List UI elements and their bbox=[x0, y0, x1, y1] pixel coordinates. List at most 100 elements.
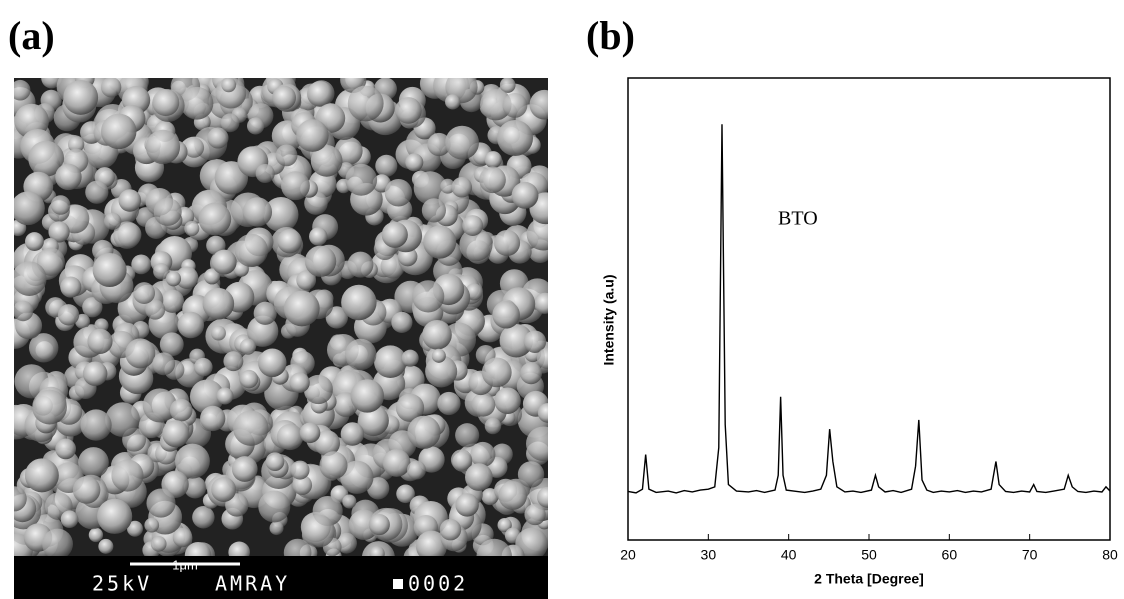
grain bbox=[172, 527, 193, 548]
grain bbox=[14, 300, 34, 322]
grain bbox=[152, 89, 180, 117]
grain bbox=[189, 379, 225, 414]
grain bbox=[369, 546, 385, 556]
grain bbox=[476, 538, 512, 556]
grain bbox=[80, 409, 112, 441]
xrd-line bbox=[627, 124, 1111, 494]
grain bbox=[87, 328, 113, 354]
grain bbox=[231, 456, 258, 482]
grain bbox=[253, 301, 277, 325]
grain bbox=[239, 369, 259, 389]
grain bbox=[133, 282, 156, 304]
grain bbox=[451, 177, 473, 198]
grain bbox=[395, 97, 422, 124]
y-axis-label: Intensity (a.u) bbox=[601, 274, 617, 365]
grain bbox=[233, 410, 269, 446]
grain bbox=[427, 132, 451, 157]
grain bbox=[220, 113, 240, 133]
grain bbox=[412, 280, 445, 313]
grain bbox=[174, 443, 210, 479]
grain bbox=[104, 212, 122, 230]
grain bbox=[183, 476, 207, 499]
panel-label: (b) bbox=[586, 13, 635, 58]
sem-info-bar bbox=[14, 556, 548, 599]
grain bbox=[407, 415, 441, 449]
grain bbox=[289, 372, 310, 393]
grain bbox=[492, 300, 520, 329]
grain bbox=[169, 398, 193, 422]
grain bbox=[301, 514, 335, 548]
grain bbox=[425, 355, 458, 388]
grain bbox=[502, 92, 528, 118]
grain bbox=[445, 125, 479, 160]
grain bbox=[57, 304, 80, 326]
grain bbox=[341, 284, 377, 321]
grain bbox=[292, 475, 313, 495]
grain bbox=[357, 405, 389, 437]
grain bbox=[484, 151, 502, 169]
grain bbox=[175, 266, 199, 290]
grain bbox=[480, 88, 512, 121]
grain bbox=[406, 460, 426, 480]
grain bbox=[60, 510, 79, 529]
grain bbox=[263, 197, 299, 233]
grain bbox=[290, 460, 310, 480]
grain bbox=[153, 197, 182, 226]
grain bbox=[63, 80, 99, 115]
grain bbox=[499, 78, 516, 93]
grain bbox=[272, 85, 297, 110]
grain bbox=[194, 357, 213, 377]
grain bbox=[283, 538, 312, 556]
grain bbox=[368, 514, 390, 536]
grain bbox=[421, 198, 447, 223]
grain bbox=[131, 254, 152, 275]
x-tick-label: 80 bbox=[1102, 547, 1118, 563]
grain bbox=[88, 527, 104, 543]
grain bbox=[319, 451, 348, 480]
grain bbox=[269, 521, 284, 536]
grain bbox=[350, 379, 385, 413]
grain bbox=[202, 287, 235, 320]
grain bbox=[211, 477, 237, 502]
x-tick-label: 40 bbox=[781, 547, 797, 563]
grain bbox=[347, 85, 384, 122]
grain bbox=[144, 517, 160, 533]
grain bbox=[479, 166, 506, 194]
grain bbox=[413, 171, 448, 205]
grain bbox=[515, 527, 548, 556]
grain bbox=[98, 538, 114, 554]
grain bbox=[437, 391, 461, 416]
grain bbox=[374, 345, 407, 379]
grain bbox=[162, 420, 190, 448]
grain bbox=[146, 488, 176, 518]
grain bbox=[36, 247, 65, 276]
grain bbox=[60, 276, 82, 298]
grain bbox=[41, 78, 62, 89]
grain bbox=[183, 137, 205, 158]
grain bbox=[431, 348, 446, 363]
grain bbox=[344, 338, 377, 371]
grain bbox=[340, 460, 374, 494]
grain bbox=[401, 349, 419, 367]
grain bbox=[113, 221, 141, 249]
grain bbox=[517, 461, 545, 488]
x-axis-label: 2 Theta [Degree] bbox=[814, 571, 924, 587]
x-tick-label: 60 bbox=[942, 547, 958, 563]
grain bbox=[523, 330, 547, 353]
grain bbox=[275, 144, 298, 167]
grain bbox=[526, 217, 548, 251]
grain bbox=[198, 202, 232, 236]
grain bbox=[85, 180, 109, 204]
grain bbox=[255, 163, 275, 184]
grain bbox=[258, 490, 291, 523]
grain bbox=[211, 249, 237, 275]
grain bbox=[97, 498, 133, 534]
grain bbox=[494, 387, 521, 415]
grain bbox=[78, 447, 109, 478]
grain bbox=[281, 171, 310, 201]
grain bbox=[142, 388, 177, 423]
grain bbox=[497, 119, 534, 156]
grain bbox=[276, 423, 304, 451]
grain bbox=[536, 347, 548, 369]
grain bbox=[246, 117, 265, 135]
